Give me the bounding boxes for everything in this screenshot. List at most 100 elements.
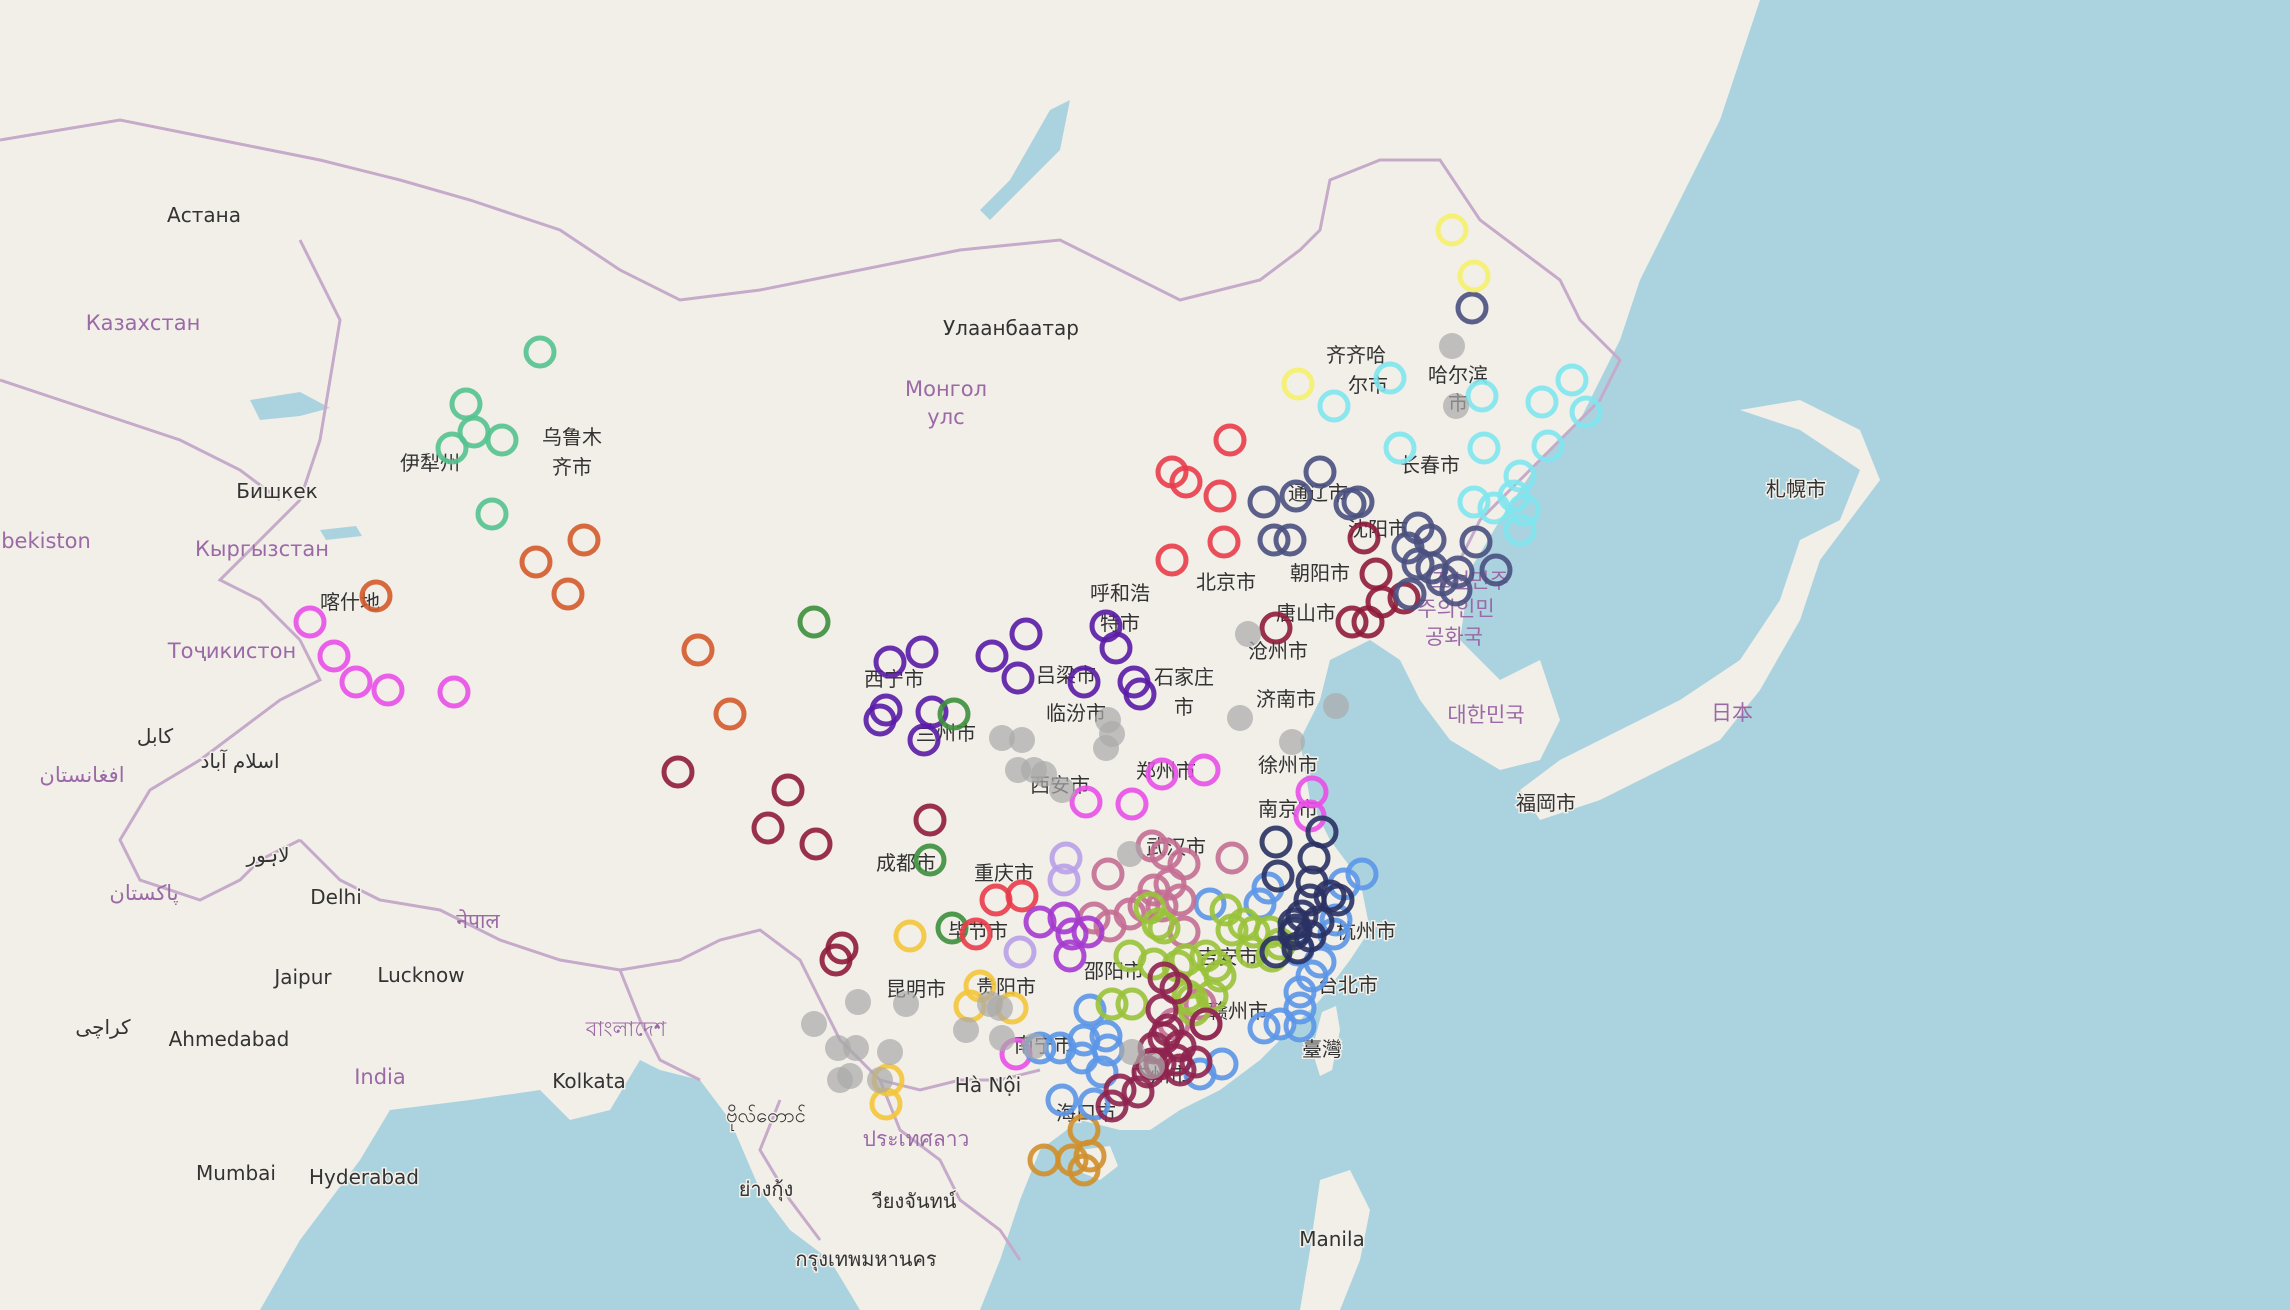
map-marker[interactable] bbox=[1383, 431, 1417, 465]
map-marker[interactable] bbox=[713, 697, 747, 731]
map-marker[interactable] bbox=[1525, 385, 1559, 419]
map-marker[interactable] bbox=[1095, 1089, 1129, 1123]
map-marker[interactable] bbox=[845, 989, 871, 1015]
map-marker[interactable] bbox=[1323, 693, 1349, 719]
map-marker[interactable] bbox=[1281, 367, 1315, 401]
map-marker[interactable] bbox=[1235, 621, 1261, 647]
map-marker[interactable] bbox=[1163, 883, 1197, 917]
map-marker[interactable] bbox=[1247, 1011, 1281, 1045]
map-marker[interactable] bbox=[523, 335, 557, 369]
map-marker[interactable] bbox=[1459, 525, 1493, 559]
map-marker[interactable] bbox=[1443, 393, 1469, 419]
map-marker[interactable] bbox=[1345, 857, 1379, 891]
map-marker[interactable] bbox=[819, 943, 853, 977]
map-marker[interactable] bbox=[1085, 1055, 1119, 1089]
map-marker[interactable] bbox=[1203, 479, 1237, 513]
map-marker[interactable] bbox=[551, 577, 585, 611]
map-marker[interactable] bbox=[1373, 361, 1407, 395]
map-marker[interactable] bbox=[1479, 553, 1513, 587]
map-marker[interactable] bbox=[1303, 455, 1337, 489]
map-marker[interactable] bbox=[1067, 1153, 1101, 1187]
map-marker[interactable] bbox=[1295, 775, 1329, 809]
map-marker[interactable] bbox=[1187, 753, 1221, 787]
map-marker[interactable] bbox=[1335, 605, 1369, 639]
map-marker[interactable] bbox=[863, 703, 897, 737]
map-marker[interactable] bbox=[1333, 487, 1367, 521]
map-marker[interactable] bbox=[1145, 757, 1179, 791]
map-marker[interactable] bbox=[797, 605, 831, 639]
map-marker[interactable] bbox=[751, 811, 785, 845]
map-marker[interactable] bbox=[1263, 1007, 1297, 1041]
map-marker[interactable] bbox=[1055, 917, 1089, 951]
map-marker[interactable] bbox=[1555, 363, 1589, 397]
map-marker[interactable] bbox=[1401, 547, 1435, 581]
map-marker[interactable] bbox=[1047, 901, 1081, 935]
map-marker[interactable] bbox=[937, 697, 971, 731]
map-marker[interactable] bbox=[485, 423, 519, 457]
map-marker[interactable] bbox=[1067, 665, 1101, 699]
map-marker[interactable] bbox=[1189, 1007, 1223, 1041]
map-marker[interactable] bbox=[1281, 931, 1315, 965]
map-marker[interactable] bbox=[913, 843, 947, 877]
map-marker[interactable] bbox=[1093, 735, 1119, 761]
map-marker[interactable] bbox=[893, 991, 919, 1017]
map-marker[interactable] bbox=[1021, 1033, 1047, 1059]
map-marker[interactable] bbox=[1071, 915, 1105, 949]
map-marker[interactable] bbox=[893, 919, 927, 953]
map-marker[interactable] bbox=[317, 639, 351, 673]
map-marker[interactable] bbox=[1297, 841, 1331, 875]
map-marker[interactable] bbox=[661, 755, 695, 789]
map-marker[interactable] bbox=[371, 673, 405, 707]
map-marker[interactable] bbox=[1031, 761, 1057, 787]
map-marker[interactable] bbox=[1009, 617, 1043, 651]
map-marker[interactable] bbox=[771, 773, 805, 807]
map-marker[interactable] bbox=[1123, 677, 1157, 711]
map-marker[interactable] bbox=[1457, 485, 1491, 519]
map-marker[interactable] bbox=[1247, 485, 1281, 519]
map-marker[interactable] bbox=[1115, 987, 1149, 1021]
map-marker[interactable] bbox=[1393, 577, 1427, 611]
map-marker[interactable] bbox=[1099, 631, 1133, 665]
map-marker[interactable] bbox=[837, 1063, 863, 1089]
map-marker[interactable] bbox=[1507, 493, 1541, 527]
map-marker[interactable] bbox=[1279, 913, 1313, 947]
map-marker[interactable] bbox=[907, 723, 941, 757]
map-marker[interactable] bbox=[1119, 1039, 1145, 1065]
map-marker[interactable] bbox=[1503, 513, 1537, 547]
map-marker[interactable] bbox=[1139, 1053, 1165, 1079]
map-marker[interactable] bbox=[1273, 523, 1307, 557]
map-marker[interactable] bbox=[1115, 787, 1149, 821]
map-marker[interactable] bbox=[1155, 543, 1189, 577]
map-marker[interactable] bbox=[1009, 727, 1035, 753]
map-marker[interactable] bbox=[567, 523, 601, 557]
map-marker[interactable] bbox=[1213, 423, 1247, 457]
map-marker[interactable] bbox=[1001, 661, 1035, 695]
map-marker[interactable] bbox=[873, 645, 907, 679]
map-marker[interactable] bbox=[1283, 975, 1317, 1009]
map-marker[interactable] bbox=[1077, 1087, 1111, 1121]
map-marker[interactable] bbox=[1089, 1019, 1123, 1053]
map-marker[interactable] bbox=[1147, 911, 1181, 945]
map-marker[interactable] bbox=[1121, 1075, 1155, 1109]
map-marker[interactable] bbox=[1347, 521, 1381, 555]
map-marker[interactable] bbox=[1145, 889, 1179, 923]
map-marker[interactable] bbox=[519, 545, 553, 579]
map-marker[interactable] bbox=[293, 605, 327, 639]
map-marker[interactable] bbox=[1351, 605, 1385, 639]
map-marker[interactable] bbox=[1113, 897, 1147, 931]
map-marker[interactable] bbox=[1117, 841, 1143, 867]
map-marker[interactable] bbox=[435, 431, 469, 465]
map-marker[interactable] bbox=[975, 639, 1009, 673]
map-marker[interactable] bbox=[913, 803, 947, 837]
map-marker[interactable] bbox=[1457, 259, 1491, 293]
map-marker[interactable] bbox=[1321, 883, 1355, 917]
map-marker[interactable] bbox=[1003, 935, 1037, 969]
map-marker[interactable] bbox=[1227, 705, 1253, 731]
map-marker[interactable] bbox=[825, 1035, 851, 1061]
map-marker[interactable] bbox=[359, 579, 393, 613]
map-marker[interactable] bbox=[953, 1017, 979, 1043]
map-marker[interactable] bbox=[1169, 943, 1203, 977]
map-marker[interactable] bbox=[801, 1011, 827, 1037]
map-marker[interactable] bbox=[905, 635, 939, 669]
map-marker[interactable] bbox=[1053, 939, 1087, 973]
